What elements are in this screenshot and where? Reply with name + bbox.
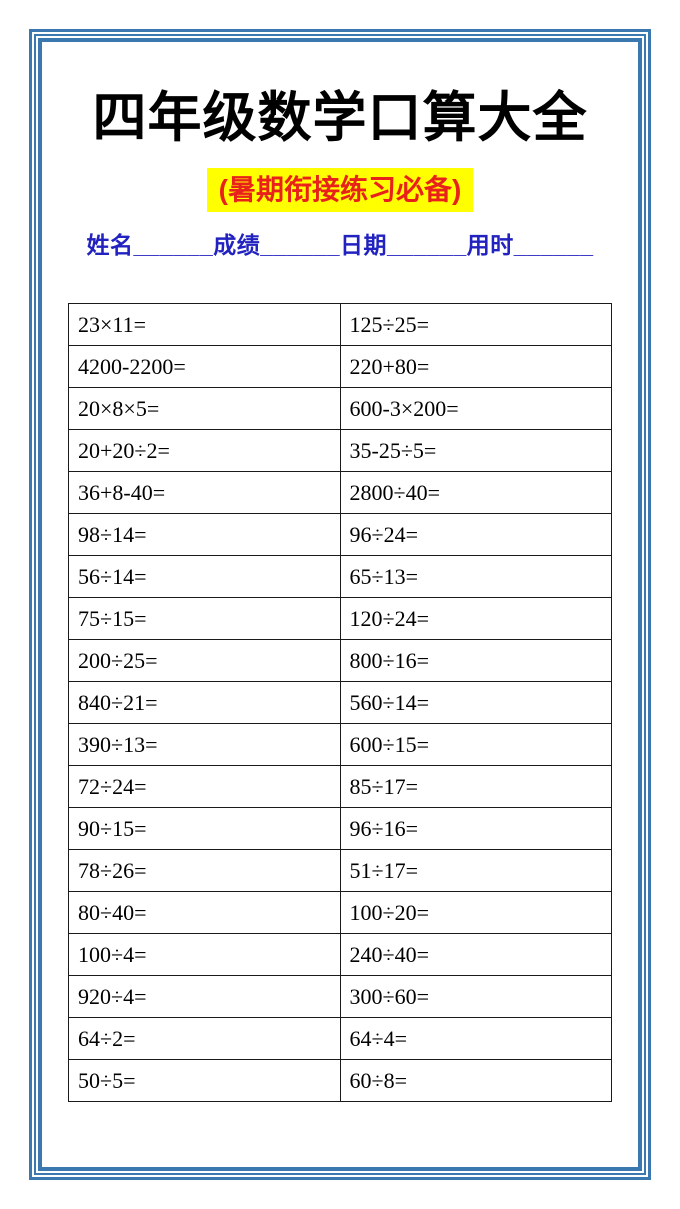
table-row: 20×8×5= 600-3×200= [68,387,612,430]
problem-cell: 90÷15= [68,807,341,850]
problem-cell: 600÷15= [339,723,612,766]
table-row: 23×11= 125÷25= [68,303,612,346]
problem-cell: 125÷25= [339,303,612,346]
table-row: 200÷25= 800÷16= [68,639,612,682]
table-row: 50÷5= 60÷8= [68,1059,612,1102]
problem-cell: 240÷40= [339,933,612,976]
table-row: 80÷40= 100÷20= [68,891,612,934]
problem-cell: 2800÷40= [339,471,612,514]
table-row: 20+20÷2= 35-25÷5= [68,429,612,472]
page-title: 四年级数学口算大全 [92,88,588,148]
table-row: 4200-2200= 220+80= [68,345,612,388]
problem-cell: 120÷24= [339,597,612,640]
problem-cell: 96÷24= [339,513,612,556]
problem-cell: 35-25÷5= [339,429,612,472]
problem-cell: 75÷15= [68,597,341,640]
problem-cell: 72÷24= [68,765,341,808]
table-row: 75÷15= 120÷24= [68,597,612,640]
table-row: 98÷14= 96÷24= [68,513,612,556]
problem-cell: 98÷14= [68,513,341,556]
problem-cell: 20×8×5= [68,387,341,430]
problem-cell: 300÷60= [339,975,612,1018]
problems-table-body: 23×11= 125÷25= 4200-2200= 220+80= 20×8×5= 600… [68,303,612,1102]
problem-cell: 600-3×200= [339,387,612,430]
problem-cell: 560÷14= [339,681,612,724]
problem-cell: 800÷16= [339,639,612,682]
problem-cell: 220+80= [339,345,612,388]
problem-cell: 51÷17= [339,849,612,892]
problem-cell: 85÷17= [339,765,612,808]
worksheet-content: 四年级数学口算大全 (暑期衔接练习必备) 姓名______成绩______日期_… [0,88,680,1102]
problem-cell: 50÷5= [68,1059,341,1102]
problem-cell: 20+20÷2= [68,429,341,472]
table-row: 920÷4= 300÷60= [68,975,612,1018]
subtitle-highlight: (暑期衔接练习必备) [206,168,474,212]
table-row: 90÷15= 96÷16= [68,807,612,850]
problem-cell: 64÷2= [68,1017,341,1060]
problem-cell: 4200-2200= [68,345,341,388]
problem-cell: 840÷21= [68,681,341,724]
table-row: 36+8-40= 2800÷40= [68,471,612,514]
table-row: 56÷14= 65÷13= [68,555,612,598]
problem-cell: 96÷16= [339,807,612,850]
problem-cell: 390÷13= [68,723,341,766]
problem-cell: 36+8-40= [68,471,341,514]
problem-cell: 200÷25= [68,639,341,682]
problem-cell: 80÷40= [68,891,341,934]
table-row: 100÷4= 240÷40= [68,933,612,976]
problem-cell: 920÷4= [68,975,341,1018]
table-row: 840÷21= 560÷14= [68,681,612,724]
problem-cell: 100÷20= [339,891,612,934]
table-row: 78÷26= 51÷17= [68,849,612,892]
problem-cell: 23×11= [68,303,341,346]
table-row: 64÷2= 64÷4= [68,1017,612,1060]
table-row: 390÷13= 600÷15= [68,723,612,766]
problem-cell: 60÷8= [339,1059,612,1102]
table-row: 72÷24= 85÷17= [68,765,612,808]
problem-cell: 65÷13= [339,555,612,598]
problem-cell: 64÷4= [339,1017,612,1060]
problem-cell: 78÷26= [68,849,341,892]
problems-table: 23×11= 125÷25= 4200-2200= 220+80= 20×8×5= 600… [68,303,612,1102]
name-score-date-time-line: 姓名______成绩______日期______用时______ [86,232,594,258]
problem-cell: 56÷14= [68,555,341,598]
problem-cell: 100÷4= [68,933,341,976]
subtitle-row: (暑期衔接练习必备) [0,168,680,212]
